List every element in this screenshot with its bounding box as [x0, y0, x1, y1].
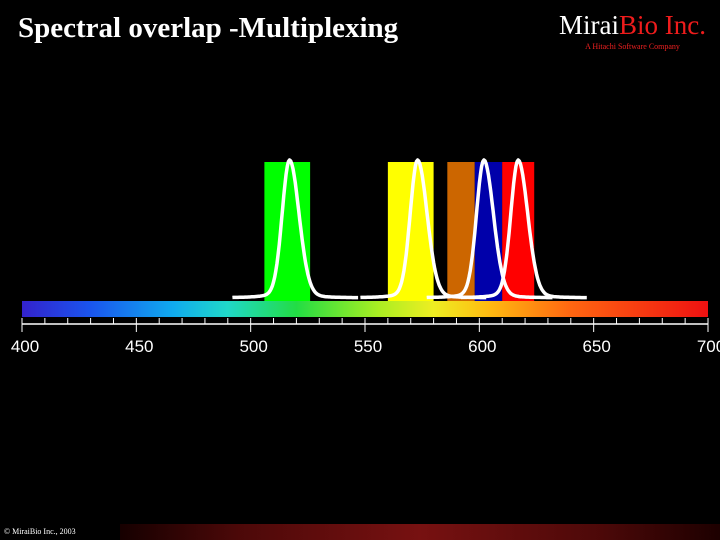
tick-label-500: 500	[239, 337, 267, 356]
tick-label-650: 650	[582, 337, 610, 356]
spectrum-gradient-bar	[22, 301, 708, 317]
filter-band-1	[264, 162, 311, 301]
filter-band-3	[447, 162, 475, 301]
emission-curve-3	[426, 158, 554, 300]
logo-brand-mirai: Mirai	[559, 10, 619, 40]
logo-brand: MiraiBio Inc.	[559, 10, 706, 40]
tick-label-400: 400	[11, 337, 39, 356]
tick-label-550: 550	[354, 337, 382, 356]
tick-label-600: 600	[468, 337, 496, 356]
emission-curve-1	[231, 158, 359, 300]
logo-tagline: A Hitachi Software Company	[585, 42, 680, 51]
tick-label-450: 450	[125, 337, 153, 356]
logo-brand-bio: Bio Inc.	[619, 10, 706, 40]
filter-band-2	[387, 162, 434, 301]
company-logo: MiraiBio Inc. A Hitachi Software Company	[559, 10, 706, 51]
emission-curves	[231, 158, 588, 300]
footer-band	[120, 524, 720, 540]
emission-curve-4	[460, 158, 588, 300]
tick-label-700: 700	[697, 337, 720, 356]
wavelength-axis: 400 450 500 550 600 650 700	[11, 318, 720, 356]
slide-title: Spectral overlap -Multiplexing	[18, 12, 399, 44]
copyright-notice: © MiraiBio Inc., 2003	[4, 527, 76, 536]
